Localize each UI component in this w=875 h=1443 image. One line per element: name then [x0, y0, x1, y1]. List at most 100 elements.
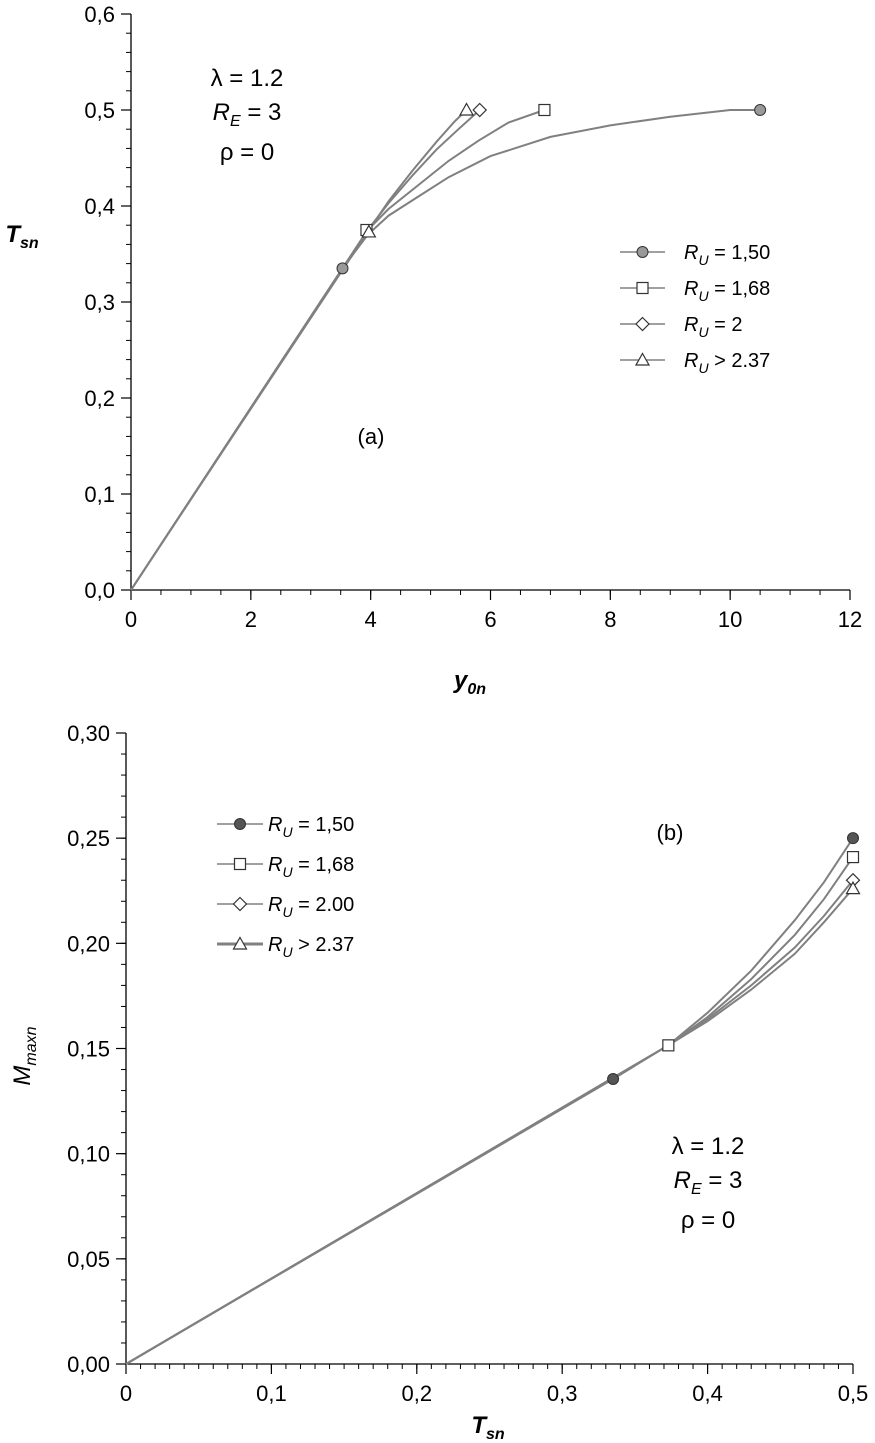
legend-entry-value: = 1,50 — [293, 814, 355, 836]
x-tick-label: 0,1 — [256, 1381, 287, 1406]
legend-entry: RU > 2.37 — [684, 350, 770, 376]
annotation-re-sub: E — [691, 1181, 702, 1198]
legend-entry-main: R — [684, 314, 698, 336]
annotation-re: RE = 3 — [674, 1167, 743, 1198]
series-marker-3 — [361, 224, 377, 238]
y-tick-label: 0,25 — [67, 826, 110, 851]
legend-entry-sub: U — [698, 324, 709, 340]
legend-entry-sub: U — [698, 288, 709, 304]
legend-marker — [634, 352, 651, 366]
y-axis-title: Tsn — [5, 221, 39, 252]
x-axis-title-sub: sn — [486, 1426, 505, 1443]
x-tick-label: 6 — [484, 607, 496, 632]
legend-entry-main: R — [268, 814, 282, 836]
series-line-2 — [125, 879, 854, 1365]
series-marker-0 — [847, 832, 859, 845]
annotation-re-sub: E — [230, 113, 241, 130]
legend-entry-value: = 1,68 — [709, 278, 771, 300]
legend-entry-sub: U — [698, 360, 709, 376]
legend-entry: RU = 1,50 — [268, 814, 354, 840]
annotation-rho: ρ = 0 — [681, 1207, 735, 1234]
x-tick-label: 0 — [125, 607, 137, 632]
series-line-1 — [130, 109, 545, 591]
annotation-re-value: = 3 — [241, 99, 282, 126]
y-tick-label: 0,2 — [84, 386, 115, 411]
x-axis-title: y0n — [453, 667, 486, 698]
legend-entry: RU > 2.37 — [268, 934, 354, 960]
x-tick-label: 4 — [365, 607, 377, 632]
y-axis-title-main: T — [5, 221, 22, 248]
legend-entry-main: R — [268, 854, 282, 876]
y-tick-label: 0,6 — [84, 2, 115, 27]
series-marker-0 — [336, 262, 349, 275]
series-marker-3 — [845, 880, 861, 895]
legend-entry-sub: U — [282, 904, 293, 920]
annotation-re: RE = 3 — [213, 99, 282, 130]
x-axis-title-main: y — [453, 667, 469, 694]
x-tick-label: 0,5 — [838, 1381, 869, 1406]
series-line-3 — [125, 887, 854, 1365]
series-marker-2 — [472, 102, 488, 118]
x-tick-label: 12 — [838, 607, 862, 632]
legend-entry-main: R — [684, 350, 698, 372]
y-tick-label: 0,20 — [67, 931, 110, 956]
annotation-rho: ρ = 0 — [220, 139, 274, 166]
x-tick-label: 10 — [718, 607, 742, 632]
legend-entry-main: R — [268, 934, 282, 956]
y-axis-title-sub: sn — [20, 235, 39, 252]
y-tick-label: 0,5 — [84, 98, 115, 123]
y-tick-label: 0,00 — [67, 1352, 110, 1377]
legend-entry-main: R — [684, 242, 698, 264]
legend-entry-value: = 1,50 — [709, 242, 771, 264]
legend-entry-sub: U — [282, 824, 293, 840]
y-tick-label: 0,3 — [84, 290, 115, 315]
legend-marker — [636, 246, 649, 258]
series-marker-0 — [607, 1072, 620, 1085]
legend-entry-main: R — [684, 278, 698, 300]
y-tick-label: 0,05 — [67, 1247, 110, 1272]
chart-panel-b: 0 0,1 0,2 0,3 0,4 0,5 0,00 0,05 0,10 0,15 0,20 0,25… — [9, 721, 868, 1443]
annotation-re-value: = 3 — [702, 1167, 743, 1194]
x-axis-title-main: T — [471, 1412, 488, 1439]
x-tick-label: 0,4 — [692, 1381, 723, 1406]
x-axis-title-sub: 0n — [467, 681, 486, 698]
x-tick-label: 0,2 — [402, 1381, 433, 1406]
series-marker-1 — [846, 850, 860, 864]
legend-entry: RU = 2 — [684, 314, 743, 340]
series-marker-0 — [754, 104, 767, 116]
legend-entry-value: = 2 — [709, 314, 743, 336]
y-tick-label: 0,15 — [67, 1037, 110, 1062]
x-axis-title: Tsn — [471, 1412, 505, 1443]
panel-label: (b) — [657, 820, 684, 845]
x-tick-label: 2 — [245, 607, 257, 632]
y-tick-label: 0,4 — [84, 194, 115, 219]
legend-marker — [234, 818, 246, 830]
annotation-lambda: λ = 1.2 — [672, 1133, 745, 1160]
legend-entry: RU = 1,68 — [684, 278, 770, 304]
legend-entry: RU = 2.00 — [268, 894, 354, 920]
legend-entry-value: = 1,68 — [293, 854, 355, 876]
series-line-3 — [130, 109, 468, 591]
y-axis-title-sub: maxn — [23, 1026, 40, 1065]
series-line-0 — [130, 109, 761, 591]
x-tick-label: 8 — [604, 607, 616, 632]
annotation-re-main: R — [674, 1167, 691, 1194]
legend-marker — [635, 316, 650, 332]
legend-marker — [233, 857, 247, 871]
y-axis-title: Mmaxn — [9, 1026, 40, 1085]
legend-entry-value: = 2.00 — [293, 894, 355, 916]
y-tick-label: 0,30 — [67, 721, 110, 746]
y-tick-label: 0,10 — [67, 1142, 110, 1167]
y-tick-label: 0,1 — [84, 482, 115, 507]
series-marker-1 — [662, 1039, 675, 1052]
annotation-re-main: R — [213, 99, 230, 126]
annotation-lambda: λ = 1.2 — [211, 65, 284, 92]
y-tick-label: 0,0 — [84, 578, 115, 603]
legend-entry-sub: U — [282, 864, 293, 880]
legend-entry-sub: U — [698, 252, 709, 268]
legend-entry-value: > 2.37 — [293, 934, 355, 956]
legend-entry-value: > 2.37 — [709, 350, 771, 372]
y-axis-title-main: M — [9, 1066, 36, 1086]
